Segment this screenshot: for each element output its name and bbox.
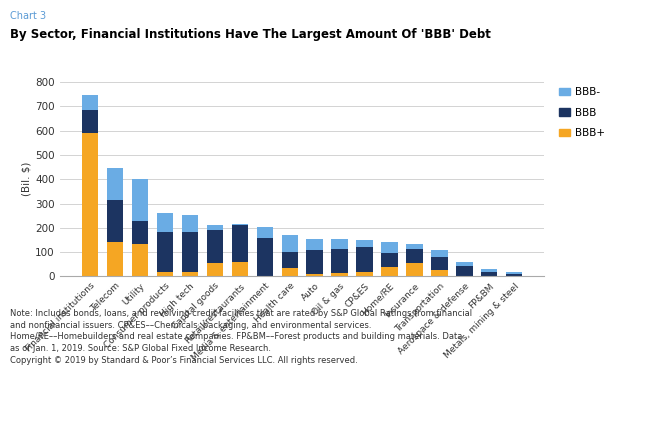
Bar [232, 224, 248, 226]
Bar [456, 262, 473, 266]
Bar [406, 244, 422, 248]
Bar [456, 266, 473, 276]
Bar [282, 235, 297, 252]
Bar [506, 274, 523, 276]
Legend: BBB-, BBB, BBB+: BBB-, BBB, BBB+ [559, 87, 605, 138]
Text: Note: Includes bonds, loans, and revolving credit facilities that are rated by S: Note: Includes bonds, loans, and revolvi… [10, 309, 472, 365]
Bar [307, 274, 323, 276]
Bar [381, 254, 398, 267]
Bar [432, 257, 448, 270]
Bar [82, 110, 98, 133]
Bar [481, 272, 497, 276]
Bar [107, 168, 123, 200]
Bar [207, 226, 223, 230]
Bar [232, 226, 248, 262]
Bar [207, 263, 223, 276]
Bar [282, 252, 297, 268]
Bar [207, 230, 223, 263]
Bar [381, 267, 398, 276]
Bar [182, 215, 198, 232]
Bar [282, 268, 297, 276]
Bar [256, 238, 273, 276]
Bar [381, 242, 398, 254]
Bar [432, 250, 448, 257]
Bar [157, 213, 173, 232]
Bar [232, 262, 248, 276]
Bar [406, 248, 422, 263]
Bar [107, 242, 123, 276]
Bar [157, 272, 173, 276]
Bar [357, 272, 373, 276]
Text: By Sector, Financial Institutions Have The Largest Amount Of 'BBB' Debt: By Sector, Financial Institutions Have T… [10, 28, 491, 41]
Bar [82, 95, 98, 110]
Bar [256, 227, 273, 238]
Bar [406, 263, 422, 276]
Bar [331, 239, 348, 248]
Text: Chart 3: Chart 3 [10, 11, 46, 21]
Y-axis label: (Bil. $): (Bil. $) [21, 162, 31, 197]
Bar [182, 232, 198, 272]
Bar [307, 250, 323, 274]
Bar [107, 200, 123, 242]
Bar [506, 272, 523, 274]
Bar [131, 179, 148, 221]
Bar [481, 269, 497, 272]
Bar [307, 239, 323, 250]
Bar [432, 270, 448, 276]
Bar [357, 240, 373, 247]
Bar [331, 273, 348, 276]
Bar [331, 248, 348, 273]
Bar [182, 272, 198, 276]
Bar [357, 247, 373, 272]
Bar [157, 232, 173, 272]
Bar [131, 221, 148, 244]
Bar [131, 244, 148, 276]
Bar [82, 133, 98, 276]
